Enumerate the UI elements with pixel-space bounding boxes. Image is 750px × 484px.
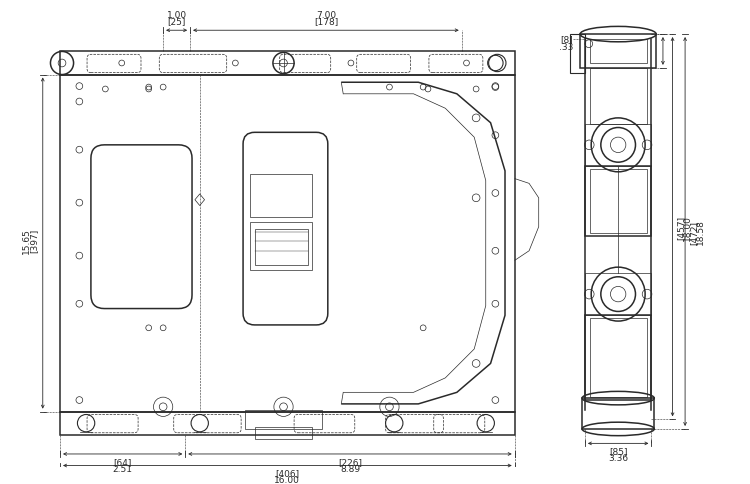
Bar <box>585 124 652 166</box>
Text: [178]: [178] <box>314 17 338 26</box>
Bar <box>571 35 585 74</box>
Text: 15.65: 15.65 <box>22 228 32 254</box>
Text: [472]: [472] <box>689 220 698 244</box>
Text: 16.00: 16.00 <box>274 475 300 484</box>
Bar <box>585 273 652 316</box>
Bar <box>582 398 654 429</box>
Text: 18.58: 18.58 <box>696 219 705 245</box>
Text: [406]: [406] <box>275 469 299 477</box>
Text: [85]: [85] <box>609 446 628 455</box>
Text: 8.89: 8.89 <box>340 464 360 472</box>
Bar <box>585 316 652 400</box>
Bar <box>580 35 656 69</box>
Bar <box>60 412 514 435</box>
Text: 3.36: 3.36 <box>608 453 628 462</box>
Bar <box>254 427 313 439</box>
Text: [226]: [226] <box>338 457 362 466</box>
Bar <box>585 166 652 237</box>
Bar <box>254 229 308 266</box>
Text: [8]: [8] <box>561 35 574 45</box>
Text: .33: .33 <box>559 43 574 52</box>
Text: 2.51: 2.51 <box>112 464 133 472</box>
Text: [64]: [64] <box>113 457 132 466</box>
Bar <box>250 223 313 271</box>
Bar <box>60 76 514 412</box>
Bar <box>250 174 313 218</box>
Bar <box>590 169 646 234</box>
Bar <box>245 410 322 429</box>
Bar <box>60 52 514 76</box>
Text: [25]: [25] <box>167 17 186 26</box>
Text: [397]: [397] <box>29 228 38 253</box>
Bar <box>590 318 646 397</box>
Text: 7.00: 7.00 <box>316 11 336 20</box>
Bar <box>590 40 646 64</box>
Text: [457]: [457] <box>676 215 686 239</box>
Text: 18.00: 18.00 <box>683 214 692 240</box>
Bar <box>590 69 646 124</box>
Text: 1.00: 1.00 <box>166 11 187 20</box>
